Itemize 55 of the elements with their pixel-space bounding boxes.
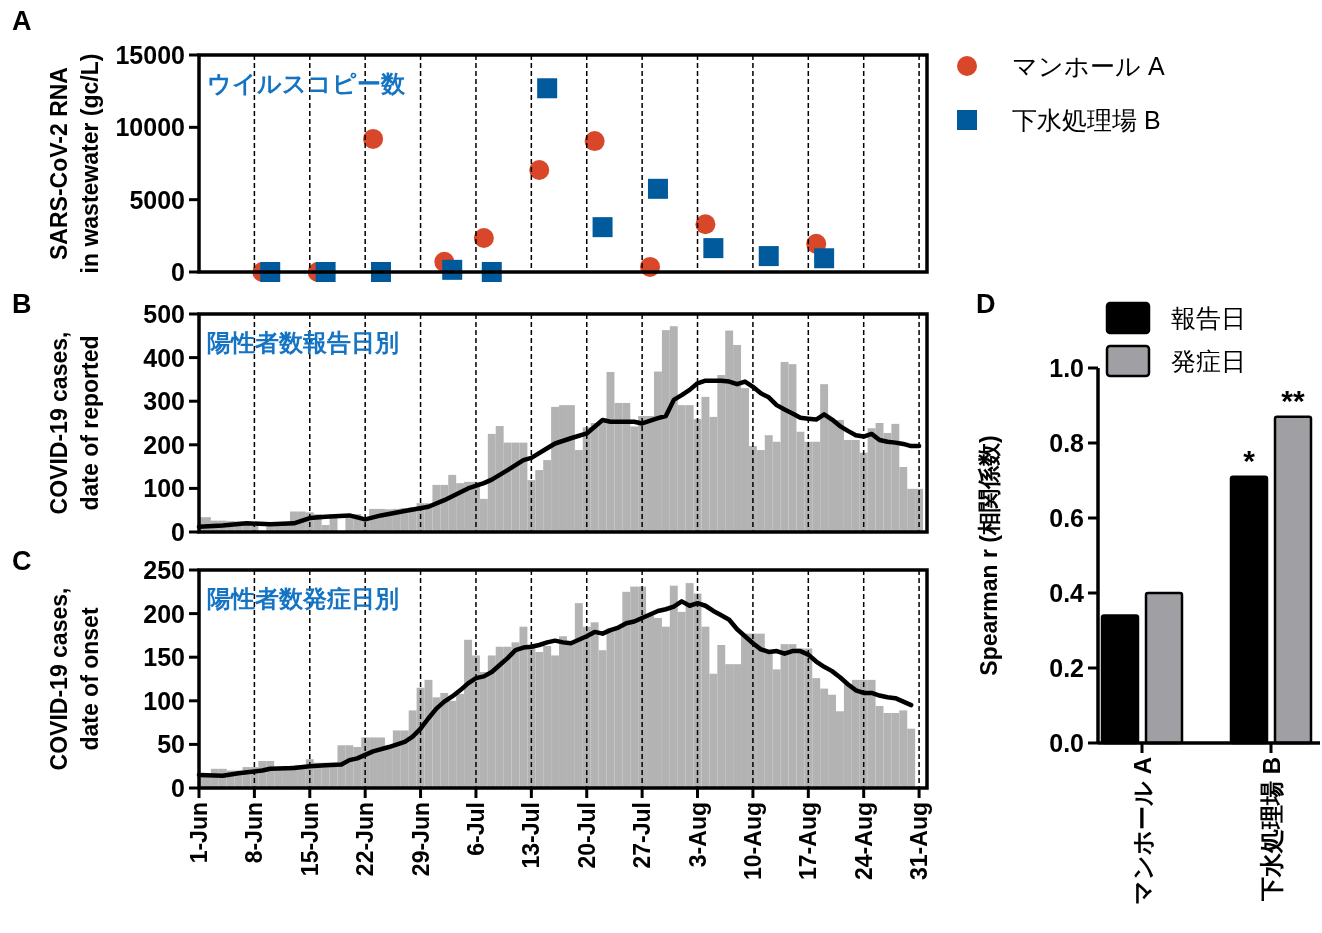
x-tick-label: 17-Aug: [795, 802, 822, 880]
x-tick-label: 15-Jun: [296, 802, 323, 877]
x-tick-label: 下水処理場 B: [1258, 757, 1285, 902]
y-tick-label: 200: [143, 599, 185, 628]
y-tick-label: 1.0: [1049, 354, 1084, 382]
x-tick-label: 6-Jul: [462, 802, 489, 856]
title: D: [976, 289, 996, 319]
y-tick-label: 100: [143, 686, 185, 715]
y-tick-label: 0: [171, 774, 185, 802]
y-axis-title: SARS-CoV-2 RNA in wastewater (gc/L): [46, 53, 103, 274]
y-tick-label: 0.0: [1049, 729, 1084, 757]
y-tick-label: 10000: [115, 113, 185, 142]
legend-label: マンホール A: [1012, 52, 1165, 80]
x-tick-label: 31-Aug: [906, 802, 933, 880]
y-tick-label: 15000: [115, 41, 185, 69]
x-tick-label: 13-Jul: [518, 802, 545, 869]
y-tick-label: 100: [143, 474, 185, 503]
y-tick-label: 500: [143, 300, 185, 328]
text: ウイルスコピー数: [207, 70, 406, 97]
annotation: *: [1243, 443, 1256, 477]
legend-label: 下水処理場 B: [1012, 106, 1161, 134]
y-tick-label: 0: [171, 518, 185, 546]
x-tick-label: マンホール A: [1129, 757, 1156, 905]
y-tick-label: 0.6: [1049, 504, 1084, 532]
annotation: **: [1281, 383, 1305, 417]
text: 陽性者数発症日別: [207, 585, 399, 612]
x-tick-label: 20-Jul: [573, 802, 600, 869]
y-axis-title: COVID-19 cases, date of reported: [46, 331, 103, 515]
y-tick-label: 300: [143, 387, 185, 416]
y-tick-label: 150: [143, 643, 185, 672]
x-tick-label: 29-Jun: [407, 802, 434, 877]
y-tick-label: 0.2: [1049, 654, 1084, 682]
x-tick-label: 27-Jul: [629, 802, 656, 869]
y-tick-label: 5000: [129, 185, 185, 214]
x-tick-label: 10-Aug: [739, 802, 766, 880]
x-tick-label: 24-Aug: [850, 802, 877, 880]
y-axis-title: COVID-19 cases, date of onset: [46, 587, 103, 771]
legend-label: 報告日: [1171, 304, 1246, 332]
y-tick-label: 0: [171, 258, 185, 286]
y-tick-label: 0.4: [1049, 579, 1085, 607]
y-axis-title: Spearman r (相関係数): [976, 435, 1002, 676]
x-tick-label: 22-Jun: [352, 802, 379, 877]
y-tick-label: 50: [157, 730, 185, 759]
x-tick-label: 8-Jun: [241, 802, 268, 864]
title: B: [12, 289, 32, 319]
y-tick-label: 250: [143, 556, 185, 584]
legend-label: 発症日: [1171, 347, 1246, 375]
y-tick-label: 400: [143, 343, 185, 372]
x-tick-label: 1-Jun: [186, 802, 212, 864]
y-tick-label: 200: [143, 430, 185, 459]
y-tick-label: 0.8: [1049, 429, 1085, 457]
title: A: [12, 6, 32, 36]
title: C: [12, 546, 32, 576]
x-tick-label: 3-Aug: [684, 802, 711, 868]
text: 陽性者数報告日別: [207, 329, 399, 356]
